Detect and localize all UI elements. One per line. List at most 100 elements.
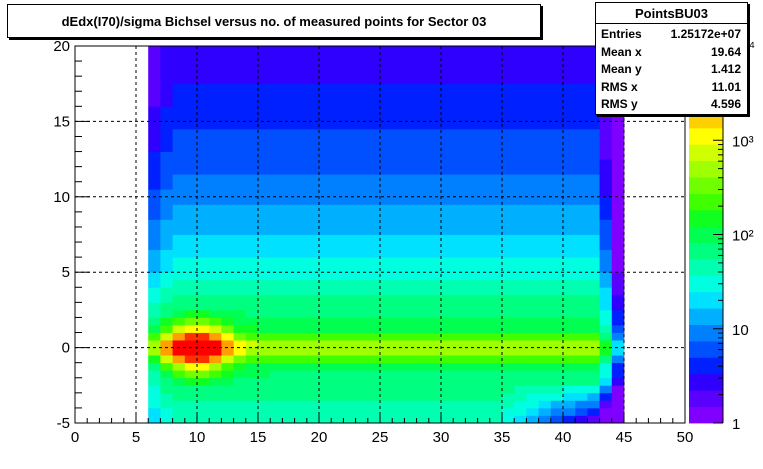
heatmap-cell xyxy=(282,264,295,273)
heatmap-cell xyxy=(209,136,222,145)
heatmap-cell xyxy=(611,317,625,326)
heatmap-cell xyxy=(477,91,491,100)
heatmap-cell xyxy=(575,61,588,70)
heatmap-cell xyxy=(172,174,186,183)
heatmap-cell xyxy=(184,226,198,235)
heatmap-cell xyxy=(502,61,515,70)
heatmap-cell xyxy=(502,46,515,54)
heatmap-cell xyxy=(331,257,344,266)
heatmap-cell xyxy=(319,309,332,318)
heatmap-cell xyxy=(453,174,466,183)
heatmap-cell xyxy=(233,204,247,213)
heatmap-cell xyxy=(587,76,600,85)
heatmap-cell xyxy=(172,302,186,311)
stat-row-rms-y: RMS y 4.596 xyxy=(601,97,741,115)
heatmap-cell xyxy=(209,98,222,107)
heatmap-cell xyxy=(380,309,393,318)
heatmap-cell xyxy=(465,144,478,152)
heatmap-cell xyxy=(367,61,381,70)
heatmap-cell xyxy=(209,272,222,281)
heatmap-cell xyxy=(477,128,491,137)
heatmap-cell xyxy=(550,264,564,273)
heatmap-cell xyxy=(197,234,210,243)
heatmap-cell xyxy=(367,407,381,416)
heatmap-cell xyxy=(611,332,625,341)
heatmap-cell xyxy=(343,113,356,122)
heatmap-cell xyxy=(404,136,417,145)
heatmap-cell xyxy=(514,53,527,62)
heatmap-cell xyxy=(416,355,430,364)
heatmap-cell xyxy=(404,181,417,190)
heatmap-cell xyxy=(477,272,491,281)
heatmap-cell xyxy=(428,113,442,122)
heatmap-cell xyxy=(380,264,393,273)
heatmap-cell xyxy=(453,68,466,77)
heatmap-cell xyxy=(306,234,320,243)
heatmap-cell xyxy=(148,302,161,311)
heatmap-cell xyxy=(599,377,613,386)
heatmap-cell xyxy=(502,340,515,348)
heatmap-cell xyxy=(282,151,295,160)
heatmap-cell xyxy=(294,68,308,77)
heatmap-cell xyxy=(258,272,271,281)
heatmap-cell xyxy=(148,151,161,160)
heatmap-cell xyxy=(306,400,320,409)
heatmap-cell xyxy=(355,385,369,394)
heatmap-cell xyxy=(270,249,283,258)
heatmap-cell xyxy=(441,279,454,288)
heatmap-cell xyxy=(233,324,247,333)
heatmap-cell xyxy=(258,53,271,62)
heatmap-cell xyxy=(428,340,442,348)
heatmap-cell xyxy=(453,392,466,401)
heatmap-cell xyxy=(441,98,454,107)
heatmap-cell xyxy=(148,113,161,122)
heatmap-cell xyxy=(233,264,247,273)
heatmap-cell xyxy=(514,98,527,107)
heatmap-cell xyxy=(526,159,539,168)
heatmap-cell xyxy=(306,377,320,386)
heatmap-cell xyxy=(197,189,210,198)
heatmap-cell xyxy=(319,385,332,394)
heatmap-cell xyxy=(184,211,198,220)
heatmap-cell xyxy=(380,189,393,198)
heatmap-cell xyxy=(282,415,295,424)
heatmap-cell xyxy=(575,83,588,92)
heatmap-cell xyxy=(477,46,491,54)
heatmap-cell xyxy=(453,189,466,198)
heatmap-cell xyxy=(538,407,552,416)
heatmap-cell xyxy=(294,128,308,137)
heatmap-cell xyxy=(233,347,247,356)
heatmap-cell xyxy=(538,242,552,250)
heatmap-cell xyxy=(380,196,393,205)
heatmap-cell xyxy=(184,302,198,311)
heatmap-cell xyxy=(209,309,222,318)
heatmap-cell xyxy=(587,242,600,250)
heatmap-cell xyxy=(416,204,430,213)
heatmap-cell xyxy=(367,377,381,386)
heatmap-cell xyxy=(550,287,564,296)
heatmap-cell xyxy=(453,370,466,379)
heatmap-cell xyxy=(343,249,356,258)
heatmap-cell xyxy=(221,257,234,266)
heatmap-cell xyxy=(416,317,430,326)
heatmap-cell xyxy=(489,377,503,386)
heatmap-cell xyxy=(465,287,478,296)
heatmap-cell xyxy=(441,128,454,137)
heatmap-cell xyxy=(392,355,405,364)
heatmap-cell xyxy=(148,257,161,266)
stat-value: 1.412 xyxy=(710,62,741,76)
heatmap-cell xyxy=(331,287,344,296)
heatmap-cell xyxy=(306,340,320,348)
heatmap-cell xyxy=(221,309,234,318)
heatmap-cell xyxy=(331,242,344,250)
heatmap-cell xyxy=(599,196,613,205)
heatmap-cell xyxy=(392,91,405,100)
heatmap-cell xyxy=(160,294,173,303)
heatmap-cell xyxy=(282,144,295,152)
heatmap-cell xyxy=(477,144,491,152)
heatmap-cell xyxy=(355,400,369,409)
heatmap-cell xyxy=(221,415,234,424)
heatmap-cell xyxy=(514,370,527,379)
heatmap-cell xyxy=(404,159,417,168)
